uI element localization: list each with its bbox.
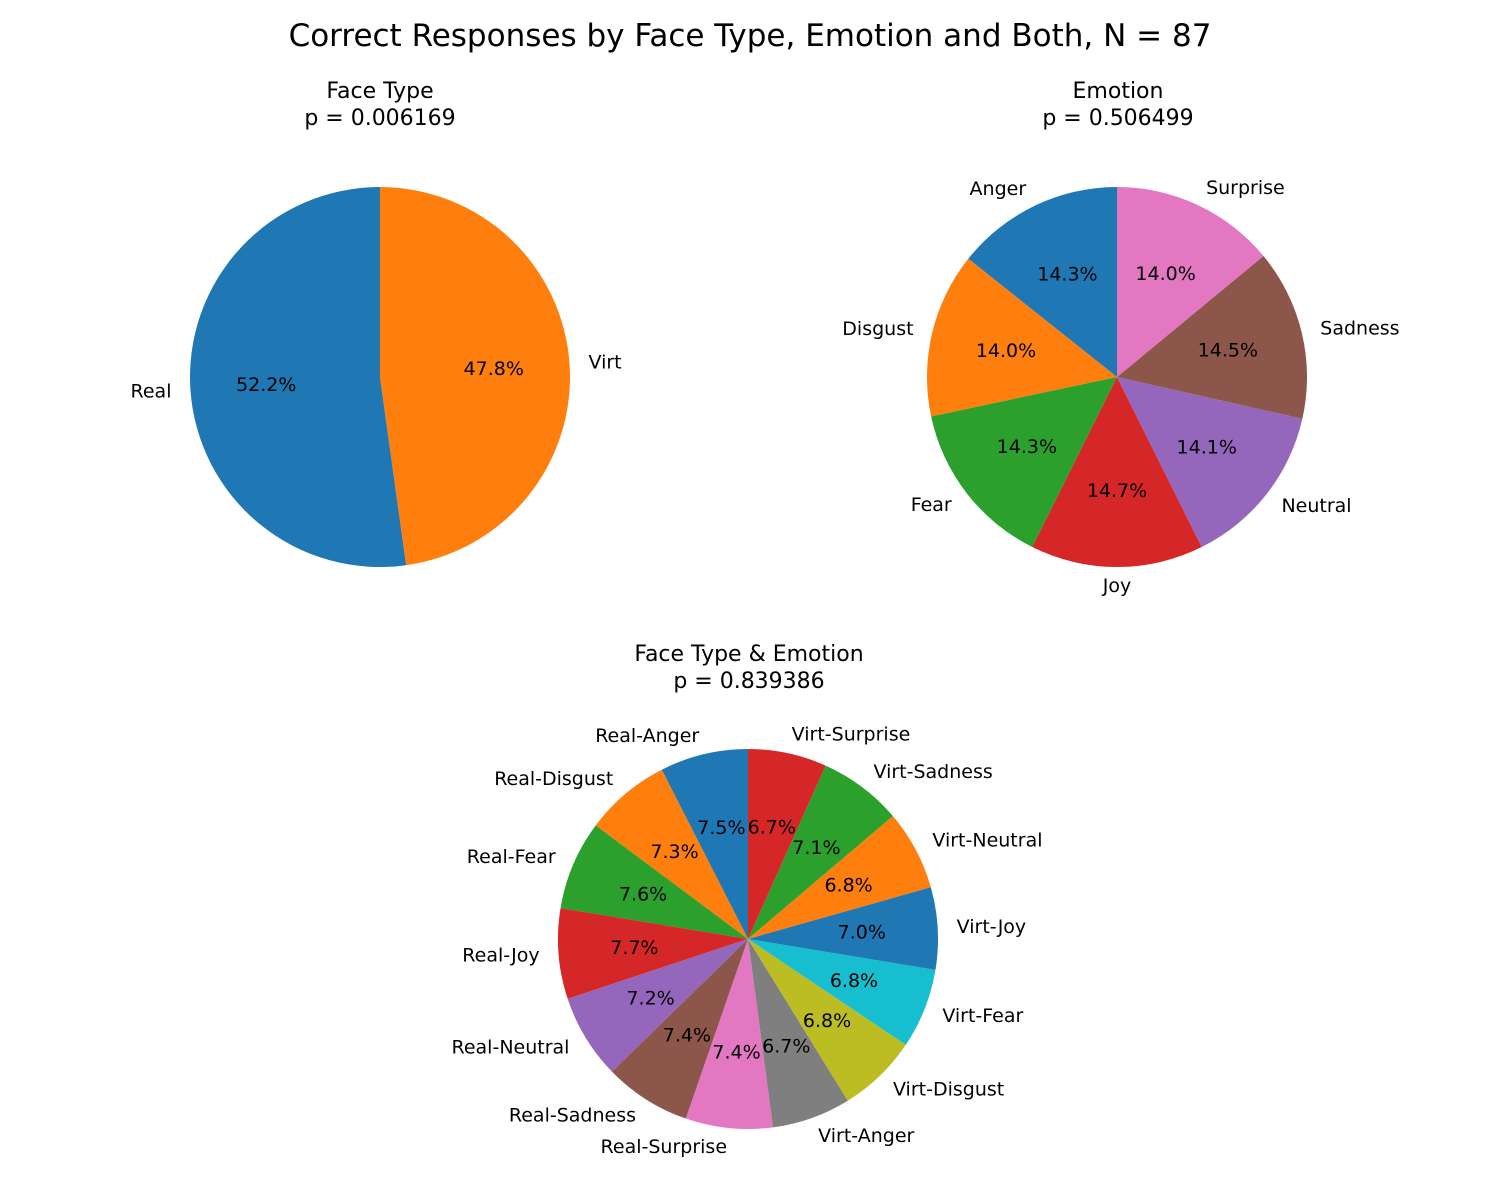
pie-combined-slice-virt-surprise (748, 749, 826, 939)
pie-combined-pct-virt-fear: 6.8% (830, 970, 878, 992)
pie-combined-title-block: Face Type & Emotion p = 0.839386 (549, 641, 949, 695)
pie-combined-label-real-disgust: Real-Disgust (494, 768, 613, 790)
pie-combined-slice-real-sadness (611, 939, 748, 1119)
pie-emotion-slice-joy (1032, 377, 1202, 567)
pie-emotion-label-disgust: Disgust (842, 318, 913, 340)
pie-combined-slice-virt-anger (748, 939, 848, 1128)
pie-combined-label-virt-fear: Virt-Fear (942, 1005, 1023, 1027)
pie-combined-label-virt-surprise: Virt-Surprise (792, 724, 911, 746)
pie-combined-label-virt-neutral: Virt-Neutral (932, 830, 1042, 852)
pie-combined-slice-virt-disgust (748, 939, 906, 1101)
pie-combined: 7.5% Real-Anger 7.3% Real-Disgust 7.6% Real-F… (452, 724, 1043, 1158)
pie-combined-label-real-neutral: Real-Neutral (452, 1037, 570, 1059)
pie-combined-slice-real-anger (661, 749, 748, 939)
pie-emotion-label-fear: Fear (911, 494, 952, 516)
pie-emotion-slice-disgust (927, 258, 1117, 417)
pie-combined-label-virt-joy: Virt-Joy (957, 916, 1027, 938)
pie-combined-slice-real-disgust (595, 769, 748, 939)
pie-emotion-slice-surprise (1117, 187, 1264, 377)
pie-emotion-slice-fear (931, 377, 1117, 548)
pie-combined-pvalue: p = 0.839386 (673, 669, 825, 694)
pie-combined-slice-virt-fear (748, 939, 936, 1045)
pie-combined-slice-real-fear (560, 825, 748, 939)
pie-combined-label-real-anger: Real-Anger (595, 725, 699, 747)
pie-face-type-pct-real: 52.2% (236, 374, 296, 396)
pie-combined-pct-virt-disgust: 6.8% (803, 1010, 851, 1032)
pie-combined-pct-real-joy: 7.7% (610, 937, 658, 959)
pie-combined-label-real-fear: Real-Fear (467, 846, 556, 868)
pie-face-type-slice-real (190, 187, 407, 567)
pie-emotion-title-block: Emotion p = 0.506499 (918, 78, 1318, 132)
pie-combined-title: Face Type & Emotion (634, 642, 864, 667)
pie-combined-pct-real-fear: 7.6% (619, 883, 667, 905)
pie-combined-slice-real-joy (558, 908, 748, 999)
pie-combined-label-real-joy: Real-Joy (462, 944, 539, 966)
pie-face-type-title: Face Type (326, 79, 434, 104)
pie-emotion-slice-anger (968, 187, 1117, 377)
pie-combined-label-real-surprise: Real-Surprise (601, 1136, 727, 1158)
pie-combined-pct-virt-sadness: 7.1% (792, 837, 840, 859)
pie-combined-slice-virt-sadness (748, 765, 893, 939)
pie-combined-pct-virt-joy: 7.0% (838, 922, 886, 944)
pie-face-type: 52.2% Real 47.8% Virt (131, 187, 622, 567)
pie-emotion-pct-joy: 14.7% (1087, 480, 1147, 502)
figure-title: Correct Responses by Face Type, Emotion … (288, 18, 1212, 54)
pie-combined-pct-real-neutral: 7.2% (626, 987, 674, 1009)
pie-combined-pct-virt-anger: 6.7% (762, 1035, 810, 1057)
pie-emotion-label-joy: Joy (1102, 575, 1131, 597)
pie-face-type-label-virt: Virt (589, 352, 622, 374)
pie-face-type-pvalue: p = 0.006169 (304, 106, 456, 131)
pie-combined-label-virt-sadness: Virt-Sadness (873, 761, 992, 783)
pie-face-type-slice-virt (380, 187, 571, 566)
pie-combined-pct-virt-surprise: 6.7% (748, 817, 796, 839)
pie-combined-slice-virt-neutral (748, 816, 931, 939)
pie-combined-label-virt-disgust: Virt-Disgust (893, 1079, 1004, 1101)
pie-emotion-slice-neutral (1117, 377, 1303, 548)
pie-combined-label-real-sadness: Real-Sadness (509, 1104, 636, 1126)
pie-emotion-pct-neutral: 14.1% (1177, 436, 1237, 458)
pie-emotion-pct-anger: 14.3% (1037, 263, 1097, 285)
pie-combined-label-virt-anger: Virt-Anger (818, 1125, 914, 1147)
pie-face-type-pct-virt: 47.8% (464, 358, 524, 380)
pie-combined-slice-virt-joy (748, 887, 939, 970)
pie-emotion-pct-fear: 14.3% (997, 436, 1057, 458)
pie-face-type-title-block: Face Type p = 0.006169 (180, 78, 580, 132)
pie-combined-slice-real-neutral (567, 939, 748, 1072)
pie-emotion-label-anger: Anger (970, 178, 1027, 200)
pie-emotion-label-surprise: Surprise (1206, 177, 1285, 199)
pie-emotion-pct-surprise: 14.0% (1135, 263, 1195, 285)
pie-face-type-label-real: Real (131, 380, 172, 402)
pie-emotion-label-sadness: Sadness (1320, 317, 1399, 339)
pie-emotion: 14.3% Anger 14.0% Disgust 14.3% Fear 14.7% Joy 1… (842, 177, 1399, 597)
pie-emotion-slice-sadness (1117, 256, 1307, 419)
pie-emotion-pvalue: p = 0.506499 (1042, 106, 1194, 131)
pie-combined-slice-real-surprise (685, 939, 773, 1129)
pie-combined-pct-virt-neutral: 6.8% (824, 874, 872, 896)
pie-combined-pct-real-sadness: 7.4% (663, 1024, 711, 1046)
pie-emotion-label-neutral: Neutral (1281, 495, 1351, 517)
pie-emotion-title: Emotion (1072, 79, 1164, 104)
pie-combined-pct-real-disgust: 7.3% (650, 841, 698, 863)
pie-emotion-pct-disgust: 14.0% (976, 340, 1036, 362)
pie-combined-pct-real-anger: 7.5% (697, 817, 745, 839)
pie-combined-pct-real-surprise: 7.4% (712, 1041, 760, 1063)
pie-emotion-pct-sadness: 14.5% (1198, 340, 1258, 362)
